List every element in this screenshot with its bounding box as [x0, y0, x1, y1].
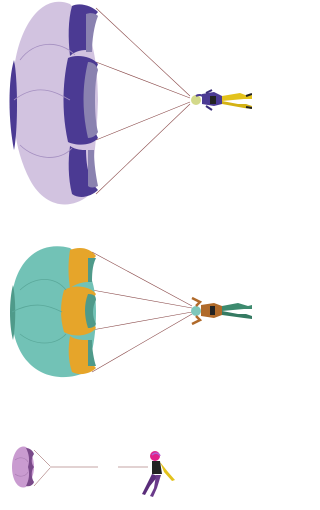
canopy — [10, 246, 96, 377]
canopy — [10, 2, 99, 205]
illustration — [0, 0, 252, 510]
parachutist-pink — [12, 447, 175, 497]
skydiver — [191, 90, 252, 110]
parachutist-teal — [10, 246, 252, 377]
suspension-lines — [34, 450, 148, 486]
suspension-lines — [96, 8, 190, 194]
page — [0, 0, 252, 510]
canopy — [12, 447, 34, 488]
skydiver — [191, 298, 252, 324]
suspension-lines — [92, 252, 192, 372]
skydiver — [142, 451, 175, 497]
parachutist-purple — [10, 2, 253, 205]
